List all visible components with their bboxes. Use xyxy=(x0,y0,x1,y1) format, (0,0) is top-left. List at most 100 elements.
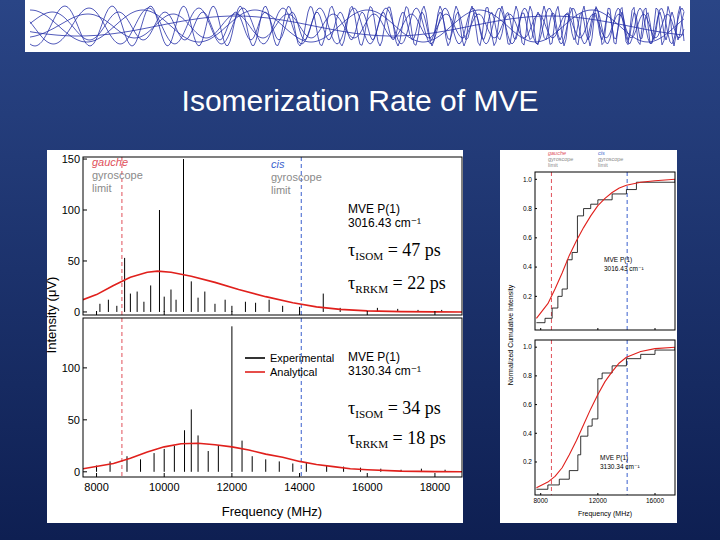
spectral-line xyxy=(208,451,209,472)
legend-label: Analytical xyxy=(270,366,317,378)
tau-subscript: ISOM xyxy=(355,250,383,262)
plot-frame xyxy=(83,318,462,477)
spectral-line xyxy=(252,456,253,472)
spectral-line xyxy=(255,303,256,312)
spectral-line xyxy=(124,258,125,312)
annotation: 3130.34 cm⁻¹ xyxy=(600,463,640,470)
x-tick xyxy=(540,328,541,330)
analytical-curve xyxy=(83,271,462,312)
y-tick xyxy=(535,179,537,180)
x-axis-label: Frequency (MHz) xyxy=(578,510,632,518)
spectral-line xyxy=(183,159,184,312)
y-tick xyxy=(83,471,87,472)
spectral-line xyxy=(231,326,232,471)
y-tick xyxy=(83,159,87,160)
spectral-line xyxy=(108,300,109,312)
y-tick xyxy=(83,311,87,312)
spectral-line xyxy=(130,294,131,312)
spectral-line xyxy=(140,459,141,471)
tau-value: = 18 ps xyxy=(393,428,446,448)
analytical-curve xyxy=(536,347,675,488)
x-tick xyxy=(655,328,656,330)
spectral-line xyxy=(184,430,185,472)
x-tick xyxy=(367,473,368,477)
x-tick xyxy=(597,328,598,330)
spectral-line xyxy=(110,461,111,471)
spectral-line xyxy=(164,449,165,472)
y-tick xyxy=(535,404,537,405)
y-tick-label: 0.4 xyxy=(523,263,532,270)
gyroscope-limit-label: gyroscope xyxy=(271,171,322,183)
y-tick-label: 0.2 xyxy=(523,458,532,465)
x-axis-label: Frequency (MHz) xyxy=(222,504,322,519)
tau-value: = 47 ps xyxy=(388,240,441,260)
spectral-line xyxy=(265,459,266,471)
y-tick xyxy=(535,208,537,209)
spectral-line xyxy=(99,304,100,312)
gyroscope-limit-label: limit xyxy=(92,182,112,194)
y-tick-label: 0.8 xyxy=(523,372,532,379)
spectral-line xyxy=(306,462,307,471)
y-tick-label: 0.8 xyxy=(523,205,532,212)
chart-3: 0.20.40.60.81.080001200016000MVE P(1)313… xyxy=(523,340,675,518)
gyroscope-limit-label: limit xyxy=(548,162,558,168)
x-tick xyxy=(164,473,165,477)
x-tick-label: 12000 xyxy=(217,481,248,493)
x-tick xyxy=(164,311,165,315)
y-tick-label: 0.2 xyxy=(523,293,532,300)
inset-panel xyxy=(500,150,677,523)
banner xyxy=(25,0,690,52)
y-tick xyxy=(535,461,537,462)
spectral-line xyxy=(242,441,243,472)
x-tick-label: 12000 xyxy=(589,497,607,504)
gyroscope-limit-line xyxy=(627,172,628,330)
x-tick-label: 14000 xyxy=(284,481,315,493)
spectral-line xyxy=(143,302,144,312)
x-tick xyxy=(96,311,97,315)
spectral-line xyxy=(225,300,226,312)
x-tick xyxy=(299,473,300,477)
y-tick xyxy=(83,419,87,420)
gyroscope-limit-label: gyroscope xyxy=(92,169,143,181)
annotation: MVE P(1) xyxy=(604,256,632,264)
gyroscope-limit-line xyxy=(551,340,552,495)
x-tick xyxy=(434,311,435,315)
y-tick xyxy=(535,237,537,238)
gyroscope-limit-label: cis xyxy=(271,158,285,170)
spectral-line xyxy=(170,290,171,312)
spectral-line xyxy=(116,306,117,312)
chart-1: 05010080001000012000140001600018000MVE P… xyxy=(62,318,462,519)
spectral-line xyxy=(245,302,246,312)
plot-frame xyxy=(535,172,675,330)
x-tick xyxy=(434,473,435,477)
x-tick xyxy=(597,493,598,495)
y-tick-label: 1.0 xyxy=(523,176,532,183)
spectral-line xyxy=(198,435,199,471)
plot-area xyxy=(83,318,462,477)
x-tick-label: 8000 xyxy=(84,481,108,493)
tau-symbol: τ xyxy=(348,398,355,418)
y-tick xyxy=(535,296,537,297)
plot-area xyxy=(536,172,675,330)
time-constant: τRRKM= 18 ps xyxy=(348,428,446,450)
spectral-line xyxy=(176,300,177,312)
y-tick-label: 1.0 xyxy=(523,343,532,350)
legend-swatch xyxy=(245,371,265,373)
annotation: MVE P(1) xyxy=(348,350,400,364)
y-tick-label: 150 xyxy=(62,153,80,165)
spectral-line xyxy=(323,294,324,312)
gyroscope-limit-line xyxy=(551,172,552,330)
slide-title: Isomerization Rate of MVE xyxy=(182,84,539,117)
y-tick xyxy=(535,267,537,268)
gyroscope-limit-line xyxy=(121,318,122,477)
tau-symbol: τ xyxy=(348,273,355,293)
y-tick xyxy=(83,367,87,368)
tau-value: = 34 ps xyxy=(388,398,441,418)
tau-subscript: ISOM xyxy=(355,408,383,420)
time-constant: τRRKM= 22 ps xyxy=(348,273,446,295)
spectral-line xyxy=(174,446,175,472)
annotation: MVE P(1) xyxy=(600,454,628,462)
y-tick-label: 0 xyxy=(74,306,80,318)
y-tick-label: 0.6 xyxy=(523,234,532,241)
banner-wave xyxy=(30,6,684,46)
